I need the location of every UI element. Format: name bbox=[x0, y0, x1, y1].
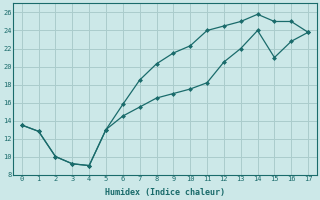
X-axis label: Humidex (Indice chaleur): Humidex (Indice chaleur) bbox=[105, 188, 225, 197]
